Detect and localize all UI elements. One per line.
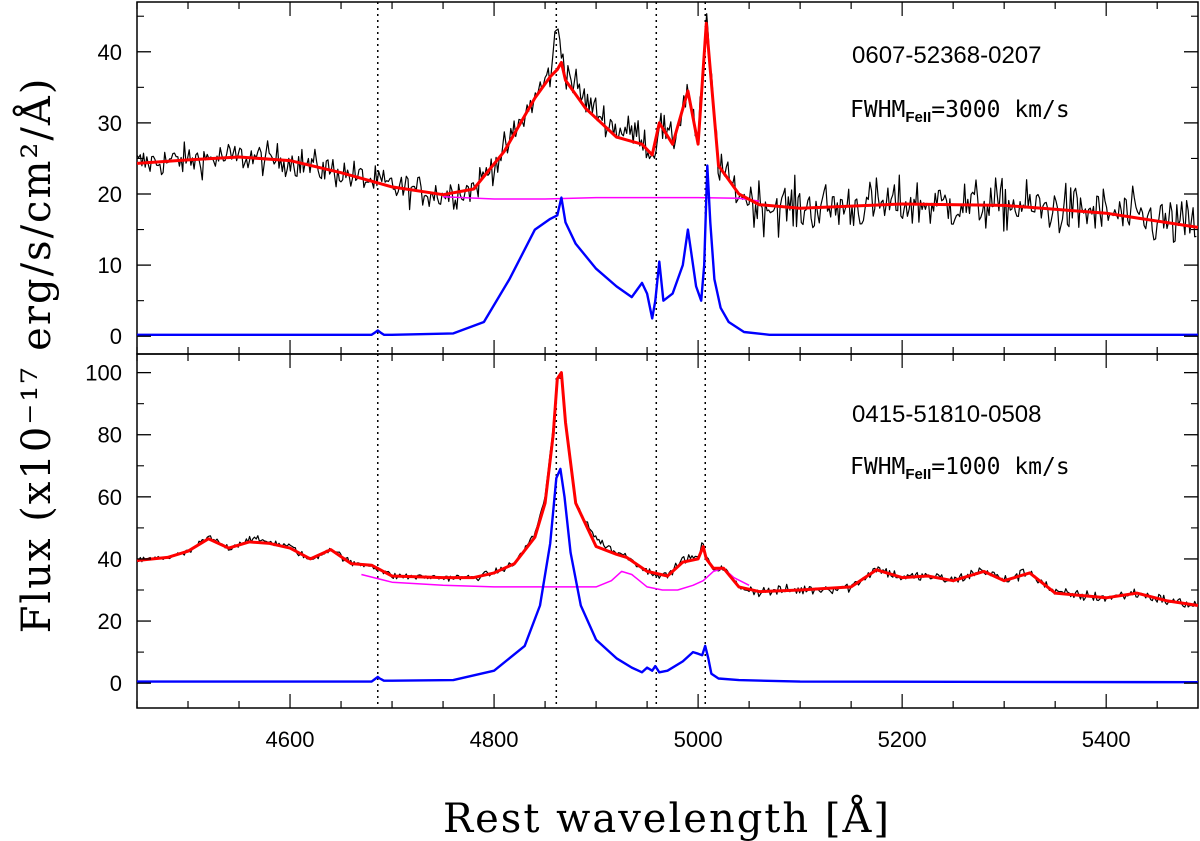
top-feii-continuum-line bbox=[443, 196, 760, 202]
top-total-fit-line bbox=[136, 21, 1199, 229]
x-axis-title: Rest wavelength [Å] bbox=[443, 795, 891, 841]
x-tick-label: 5000 bbox=[674, 727, 723, 752]
bottom-y-tick-label: 100 bbox=[85, 361, 122, 386]
bottom-series bbox=[136, 371, 1199, 684]
bottom-y-tick-label: 40 bbox=[98, 547, 122, 572]
top-fwhm-label: FWHMFeII=3000 km/s bbox=[850, 97, 1070, 126]
bottom-emission-lines-line bbox=[137, 467, 1199, 684]
top-x-ticks bbox=[136, 2, 1158, 354]
top-y-tick-label: 10 bbox=[98, 253, 122, 278]
top-y-ticks: 0 10 20 30 40 bbox=[98, 15, 1198, 349]
bottom-fwhm-prefix: FWHM bbox=[850, 454, 905, 480]
bottom-object-id: 0415-51810-0508 bbox=[852, 401, 1042, 428]
bottom-panel: 0 20 40 60 80 100 4600 4800 5000 5200 5400 0415-5… bbox=[85, 353, 1199, 752]
top-y-tick-label: 30 bbox=[98, 111, 122, 136]
bottom-y-tick-label: 80 bbox=[98, 423, 122, 448]
top-y-tick-label: 0 bbox=[110, 324, 122, 349]
bottom-y-tick-label: 60 bbox=[98, 485, 122, 510]
bottom-feii-continuum-line bbox=[361, 567, 750, 591]
bottom-x-ticks: 4600 4800 5000 5200 5400 bbox=[136, 354, 1158, 752]
bottom-panel-frame bbox=[136, 353, 1199, 709]
top-panel: 0 10 20 30 40 0607-52368-0207 FWHMFeII=3000 … bbox=[98, 1, 1199, 355]
top-series bbox=[136, 13, 1199, 336]
bottom-reference-lines bbox=[377, 354, 706, 708]
top-fwhm-value: =3000 km/s bbox=[931, 97, 1069, 123]
top-emission-lines-line bbox=[137, 164, 1198, 336]
bottom-fwhm-value: =1000 km/s bbox=[931, 454, 1069, 480]
top-y-tick-label: 40 bbox=[98, 40, 122, 65]
x-tick-label: 4800 bbox=[470, 727, 519, 752]
bottom-fwhm-label: FWHMFeII=1000 km/s bbox=[850, 454, 1070, 483]
bottom-total-fit-line bbox=[136, 371, 1199, 607]
bottom-y-tick-label: 0 bbox=[110, 671, 122, 696]
top-object-id: 0607-52368-0207 bbox=[852, 42, 1042, 69]
x-tick-label: 5400 bbox=[1082, 727, 1131, 752]
x-tick-label: 5200 bbox=[878, 727, 927, 752]
top-fwhm-prefix: FWHM bbox=[850, 97, 905, 123]
y-axis-title: Flux (x10⁻¹⁷ erg/s/cm²/Å) bbox=[13, 77, 60, 634]
top-y-tick-label: 20 bbox=[98, 182, 122, 207]
top-fwhm-subscript: FeII bbox=[905, 109, 931, 126]
bottom-y-ticks: 0 20 40 60 80 100 bbox=[85, 361, 1198, 696]
bottom-fwhm-subscript: FeII bbox=[905, 466, 931, 483]
bottom-y-tick-label: 20 bbox=[98, 609, 122, 634]
x-tick-label: 4600 bbox=[266, 727, 315, 752]
